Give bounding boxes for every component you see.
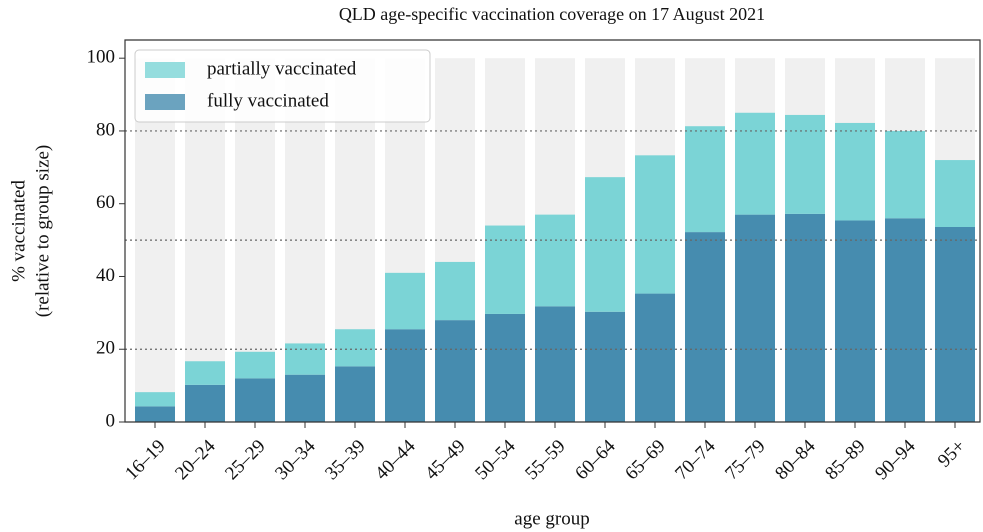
bar-segment <box>935 226 975 422</box>
legend-swatch <box>145 62 185 78</box>
bar-segment <box>535 306 575 422</box>
y-tick-label: 80 <box>96 119 115 140</box>
y-axis-label: % vaccinated (relative to group size) <box>8 145 53 318</box>
x-tick-label: 16–19 <box>121 436 169 484</box>
bar-segment <box>335 366 375 422</box>
bar-segment <box>185 361 225 385</box>
bar-segment <box>685 126 725 233</box>
bar-segment <box>835 122 875 221</box>
bar-segment <box>735 214 775 422</box>
y-tick-label: 100 <box>87 47 116 68</box>
x-tick-label: 60–64 <box>571 435 620 484</box>
bar-segment <box>485 225 525 314</box>
bar-segment <box>485 313 525 422</box>
bar-segment <box>635 155 675 294</box>
legend-label: partially vaccinated <box>207 58 357 79</box>
x-tick-label: 65–69 <box>621 436 669 484</box>
bar-segment <box>885 130 925 219</box>
x-tick-label: 20–24 <box>171 435 220 484</box>
bar-segment <box>135 406 175 422</box>
bar-segment <box>935 160 975 227</box>
axes-frame <box>124 39 981 423</box>
x-axis-label: age group <box>514 508 589 529</box>
bar-segment <box>385 272 425 330</box>
bar-segment <box>435 261 475 321</box>
x-tick-label: 35–39 <box>321 436 369 484</box>
x-tick-label: 55–59 <box>521 436 569 484</box>
x-tick-label: 50–54 <box>471 435 520 484</box>
x-tick-label: 40–44 <box>371 435 420 484</box>
chart-title: QLD age-specific vaccination coverage on… <box>339 4 765 24</box>
bar-segment <box>185 384 225 422</box>
x-tick-label: 90–94 <box>871 435 920 484</box>
bar-segment <box>285 374 325 422</box>
bar-segment <box>235 351 275 379</box>
bar-segment <box>135 392 175 407</box>
y-tick-label: 40 <box>96 265 115 286</box>
bar-segment <box>885 218 925 422</box>
y-tick-label: 0 <box>106 410 116 431</box>
bar-segment <box>585 311 625 422</box>
bar-segment <box>685 232 725 422</box>
y-axis-label-line: % vaccinated <box>8 180 29 282</box>
bar-segment <box>635 293 675 422</box>
bar-segment <box>835 220 875 422</box>
x-tick-label: 45–49 <box>421 436 469 484</box>
legend-label: fully vaccinated <box>207 90 329 111</box>
bar-segment <box>335 329 375 367</box>
bar-segment <box>735 112 775 215</box>
y-tick-label: 20 <box>96 338 115 359</box>
bar-segment <box>785 114 825 214</box>
bar-segment <box>285 343 325 375</box>
bar-segment <box>385 329 425 422</box>
bar-segment <box>235 378 275 422</box>
x-tick-label: 70–74 <box>671 435 720 484</box>
bar-segment <box>535 214 575 307</box>
x-tick-label: 75–79 <box>721 436 769 484</box>
bar-segment <box>785 213 825 422</box>
x-tick-label: 25–29 <box>221 436 269 484</box>
legend-box <box>134 49 431 123</box>
x-tick-label: 80–84 <box>771 435 820 484</box>
y-tick-label: 60 <box>96 192 115 213</box>
x-tick-label: 85–89 <box>821 436 869 484</box>
legend-swatch <box>145 94 185 110</box>
x-tick-label: 95+ <box>934 436 970 472</box>
bar-segment <box>585 177 625 312</box>
y-axis-label-line: (relative to group size) <box>32 145 53 318</box>
x-tick-label: 30–34 <box>271 435 320 484</box>
bar-segment <box>435 320 475 422</box>
legend: partially vaccinated fully vaccinated <box>134 49 431 123</box>
